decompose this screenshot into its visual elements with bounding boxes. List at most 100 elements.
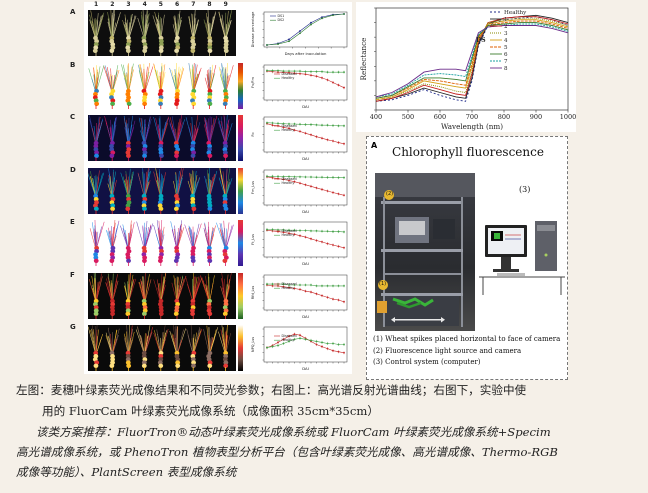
plot-ylabel: Fo [251, 132, 255, 136]
column-number: 6 [175, 1, 180, 8]
row-letter: C [70, 113, 76, 121]
plot-xlabel: DAI [302, 156, 309, 161]
plot-ylabel: Rfd_Lss [251, 285, 255, 299]
figure-row-b: B Fv/Fm DAI Diseased Healthy [70, 59, 352, 111]
plot-legend-entry: Healthy [282, 338, 295, 342]
parameter-plot: Fv/Fm DAI Diseased Healthy [250, 61, 350, 111]
plot-series-1 [266, 174, 345, 179]
column-number: 5 [158, 1, 163, 8]
plot-xlabel: DAI [302, 314, 309, 319]
plot-legend-entry: Diseased [282, 282, 297, 286]
plot-point [288, 38, 290, 41]
spike-image [88, 272, 236, 319]
spectrum-line-7 [375, 23, 569, 98]
figure-row-c: C Fo DAI Diseased Healthy [70, 111, 352, 163]
plot-legend-entry: Diseased [282, 177, 297, 181]
plot-legend-entry: Healthy [282, 233, 295, 237]
spectrum-line-5 [375, 20, 569, 99]
plot-point [288, 40, 290, 43]
plot-legend-entry: Healthy [282, 128, 295, 132]
plot-xlabel: DAI [302, 366, 309, 371]
reflectance-chart-svg: 400 500 600 700 800 900 1000 Wavelength (nm) Ref… [359, 7, 576, 131]
colorbar [238, 325, 243, 371]
x-tick-label: 500 [402, 113, 414, 121]
plot-ylabel: Fv/Fm [251, 76, 255, 87]
spectrum-line-3 [375, 17, 569, 101]
column-number: 8 [207, 1, 212, 8]
spike-image [88, 325, 236, 371]
plot-point [266, 44, 268, 46]
setup-panel-letter: A [371, 141, 378, 150]
control-computer: (3) [479, 185, 565, 295]
spike-image [88, 62, 236, 109]
reflectance-chart: 400 500 600 700 800 900 1000 Wavelength (nm) Ref… [356, 2, 576, 132]
y-axis-label: Reflectance [359, 38, 368, 81]
plot-ylabel: NPQ_Lss [251, 337, 255, 352]
figure-row-e: E Ft_Lss DAI Diseased Healthy [70, 216, 352, 268]
legend-entry: 5 [504, 45, 508, 51]
x-tick-label: 900 [530, 113, 542, 121]
x-axis-label: Wavelength (nm) [441, 122, 503, 131]
row-letter: E [70, 218, 75, 226]
plot-xlabel: DAI [302, 209, 309, 214]
row-letter: F [70, 270, 75, 279]
figure-row-a: A Disease percentage Days after inoculatio… [70, 6, 352, 58]
legend-entry: 1 [504, 17, 508, 23]
plot-legend-entry: Diseased [282, 229, 297, 233]
row-letter: B [70, 60, 76, 69]
plot-series-1 [266, 227, 345, 234]
column-number: 3 [126, 1, 131, 8]
column-number: 9 [223, 1, 228, 8]
plot-legend-entry: Diseased [282, 124, 297, 128]
plot-point [299, 30, 301, 32]
legend-entry: 8 [504, 66, 508, 72]
setup-title: Chlorophyll fluorescence [392, 145, 544, 159]
spectrum-line-2 [375, 16, 569, 102]
plot-point [343, 13, 345, 15]
recommendation-text: 该类方案推荐：FluorTron®动态叶绿素荧光成像系统或 FluorCam 叶… [16, 422, 636, 482]
spectrum-line-healthy [375, 16, 569, 102]
legend-entry: 6 [504, 52, 508, 58]
column-number: 2 [110, 1, 115, 8]
parameter-plot: Disease percentage Days after inoculation… [250, 8, 350, 58]
plot-point [310, 23, 312, 26]
legend-entry: 4 [504, 38, 508, 44]
colorbar [238, 272, 243, 319]
spectrum-line-1 [375, 14, 569, 102]
recommendation-line-3: 成像等功能）、PlantScreen 表型成像系统 [16, 465, 237, 479]
setup-badge-2: (2) [386, 191, 394, 197]
figure-row-g: G NPQ_Lss DAI Diseased Healthy [70, 321, 352, 373]
plot-legend-entry: Healthy [282, 76, 295, 80]
colorbar [238, 167, 243, 214]
plot-point [310, 21, 312, 24]
plot-xlabel: DAI [302, 104, 309, 109]
x-tick-label: 1000 [560, 113, 576, 121]
legend-title: DS [476, 37, 486, 44]
plot-series-1 [266, 68, 345, 74]
setup-legend-item-3: (3) Control system (computer) [373, 358, 481, 366]
spike-image [88, 10, 236, 56]
parameter-plot: Ft_Lss DAI Diseased Healthy [250, 218, 350, 268]
legend-entry: Healthy [504, 10, 527, 16]
plot-xlabel: Days after inoculation [285, 51, 327, 56]
fluorescence-imaging-panel: 1 2 3 4 5 6 7 8 9 A Disease percentage Days after … [70, 1, 352, 374]
setup-badge-1: (1) [379, 281, 387, 287]
recommendation-line-2: 高光谱成像系统，或 PhenoTron 植物表型分析平台（包含叶绿素荧光成像、高… [16, 445, 558, 459]
figure-row-f: F Rfd_Lss DAI Diseased Healthy [70, 269, 352, 321]
recommendation-line-1: 该类方案推荐：FluorTron®动态叶绿素荧光成像系统或 FluorCam 叶… [36, 425, 551, 439]
chlorophyll-setup-panel: A Chlorophyll fluorescence [366, 136, 568, 380]
plot-ylabel: Disease percentage [251, 11, 255, 48]
legend-entry: 7 [504, 59, 508, 65]
plot-point [321, 17, 323, 20]
plot-point [277, 43, 279, 45]
colorbar [238, 115, 243, 161]
parameter-plot: Rfd_Lss DAI Diseased Healthy [250, 271, 350, 321]
plot-xlabel: DAI [302, 261, 309, 266]
spike-image [88, 167, 236, 214]
setup-legend: (1) Wheat spikes placed horizontal to fa… [373, 334, 567, 369]
colorbar [238, 220, 243, 266]
plot-point [321, 16, 323, 18]
plot-point [299, 32, 301, 35]
row-letter: G [70, 323, 76, 331]
plot-legend-entry: DS2 [278, 18, 285, 22]
